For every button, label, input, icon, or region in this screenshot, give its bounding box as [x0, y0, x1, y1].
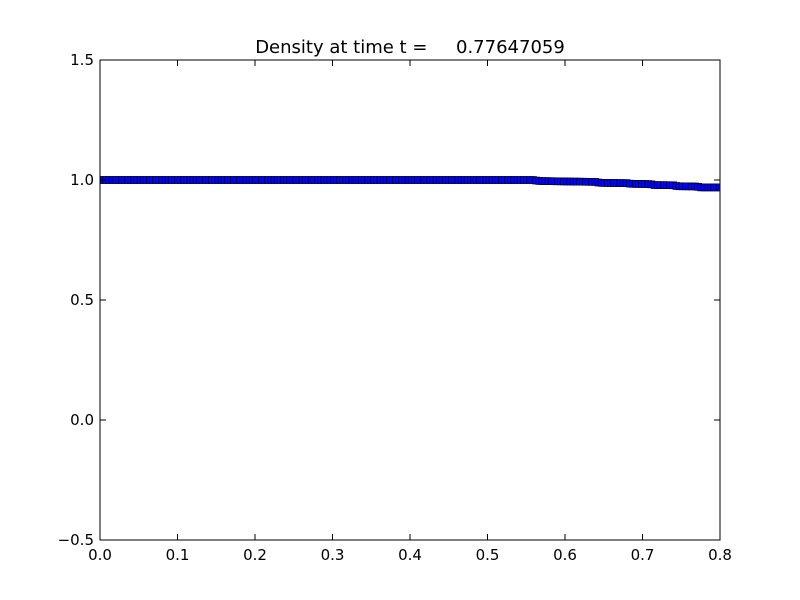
- data-markers: [99, 176, 721, 192]
- x-tick-label: 0.0: [88, 546, 112, 564]
- x-tick-label: 0.4: [398, 546, 422, 564]
- x-tick-label: 0.2: [243, 546, 267, 564]
- y-axis: 1.5 1.0 0.5 0.0 −0.5: [58, 51, 720, 549]
- chart-title: Density at time t = 0.77647059: [255, 37, 565, 58]
- x-axis: 0.0 0.1 0.2 0.3 0.4 0.5 0.6 0.7 0.8: [88, 60, 732, 564]
- y-tick-label: 1.5: [70, 51, 94, 69]
- x-tick-label: 0.8: [708, 546, 732, 564]
- x-tick-label: 0.6: [553, 546, 577, 564]
- x-tick-label: 0.3: [321, 546, 345, 564]
- y-tick-label: 1.0: [70, 171, 94, 189]
- y-tick-label: −0.5: [58, 531, 94, 549]
- data-point: [716, 183, 721, 192]
- x-tick-label: 0.5: [476, 546, 500, 564]
- x-tick-label: 0.1: [166, 546, 190, 564]
- y-tick-label: 0.5: [70, 291, 94, 309]
- x-tick-label: 0.7: [631, 546, 655, 564]
- y-tick-label: 0.0: [70, 411, 94, 429]
